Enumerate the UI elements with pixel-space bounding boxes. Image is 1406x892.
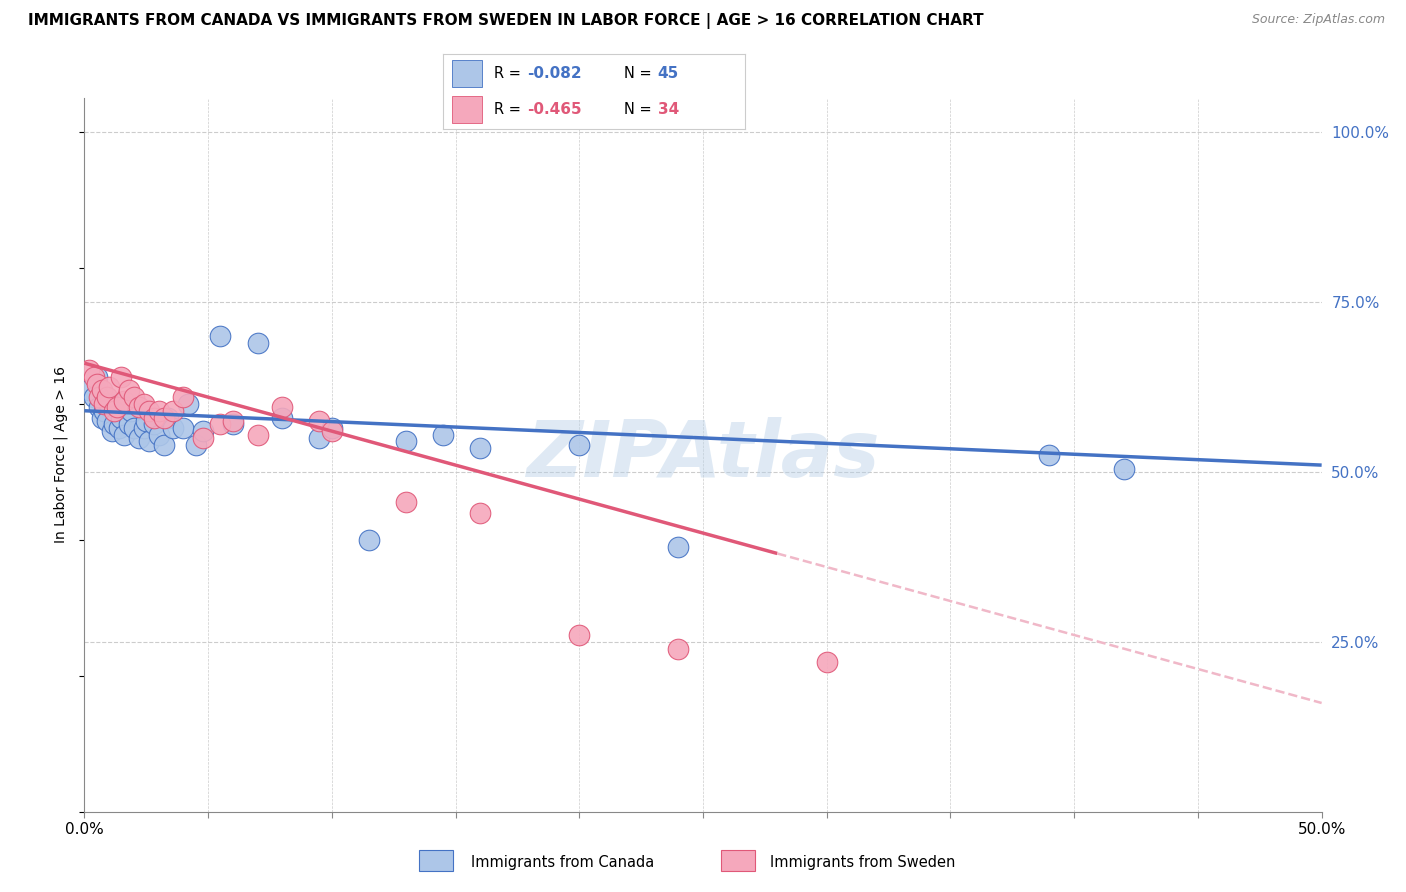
Text: ZIPAtlas: ZIPAtlas <box>526 417 880 493</box>
Point <box>83 390 105 404</box>
Point <box>209 329 232 343</box>
Text: -0.082: -0.082 <box>527 66 582 81</box>
Point <box>177 397 200 411</box>
Point <box>157 410 180 425</box>
Point <box>112 393 135 408</box>
Text: 45: 45 <box>658 66 679 81</box>
Point <box>132 421 155 435</box>
Text: 34: 34 <box>658 102 679 117</box>
Point <box>89 390 111 404</box>
Point <box>148 403 170 417</box>
Point <box>152 410 174 425</box>
Point <box>83 369 105 384</box>
Point <box>321 424 343 438</box>
Point <box>246 335 269 350</box>
Point <box>115 401 138 415</box>
FancyBboxPatch shape <box>451 96 482 122</box>
Text: Immigrants from Sweden: Immigrants from Sweden <box>770 855 956 870</box>
Point <box>321 421 343 435</box>
Point <box>142 417 165 432</box>
Point <box>666 540 689 554</box>
Point <box>118 417 141 432</box>
Point <box>395 434 418 449</box>
Point <box>96 390 118 404</box>
Point <box>568 628 591 642</box>
Point <box>162 421 184 435</box>
Point <box>209 417 232 432</box>
Point <box>122 390 145 404</box>
Text: Immigrants from Canada: Immigrants from Canada <box>471 855 654 870</box>
Point <box>184 438 207 452</box>
Point <box>162 403 184 417</box>
Point <box>128 431 150 445</box>
Point <box>470 506 492 520</box>
Point <box>122 421 145 435</box>
Point <box>110 369 132 384</box>
Point <box>308 431 330 445</box>
Text: Source: ZipAtlas.com: Source: ZipAtlas.com <box>1251 13 1385 27</box>
Point <box>93 397 115 411</box>
Point <box>271 401 294 415</box>
Point <box>1112 461 1135 475</box>
Point <box>96 414 118 428</box>
Y-axis label: In Labor Force | Age > 16: In Labor Force | Age > 16 <box>53 367 69 543</box>
Point <box>815 655 838 669</box>
Point <box>103 417 125 432</box>
Point <box>89 401 111 415</box>
Point <box>105 397 128 411</box>
Point <box>120 403 142 417</box>
Point <box>357 533 380 547</box>
FancyBboxPatch shape <box>721 850 755 871</box>
Point <box>105 401 128 415</box>
Point <box>98 397 121 411</box>
Point <box>135 414 157 428</box>
Point <box>100 424 122 438</box>
Point <box>86 376 108 391</box>
Point <box>142 410 165 425</box>
Point <box>112 427 135 442</box>
Point <box>86 369 108 384</box>
Point <box>79 363 101 377</box>
Point <box>138 403 160 417</box>
Point <box>132 397 155 411</box>
Point <box>148 427 170 442</box>
Point <box>128 401 150 415</box>
Text: IMMIGRANTS FROM CANADA VS IMMIGRANTS FROM SWEDEN IN LABOR FORCE | AGE > 16 CORRE: IMMIGRANTS FROM CANADA VS IMMIGRANTS FRO… <box>28 13 984 29</box>
Point <box>108 421 131 435</box>
FancyBboxPatch shape <box>451 61 482 87</box>
Point <box>103 403 125 417</box>
Point <box>222 414 245 428</box>
Point <box>666 641 689 656</box>
Point <box>152 438 174 452</box>
Point <box>98 380 121 394</box>
Text: N =: N = <box>624 66 657 81</box>
Point <box>90 410 112 425</box>
Point <box>568 438 591 452</box>
Point <box>470 441 492 455</box>
Point <box>191 424 214 438</box>
FancyBboxPatch shape <box>419 850 453 871</box>
Text: N =: N = <box>624 102 657 117</box>
Point <box>118 384 141 398</box>
Point <box>93 403 115 417</box>
Point <box>191 431 214 445</box>
Point <box>432 427 454 442</box>
Point <box>395 495 418 509</box>
Point <box>138 434 160 449</box>
Point <box>246 427 269 442</box>
Text: R =: R = <box>495 102 526 117</box>
Text: R =: R = <box>495 66 526 81</box>
Point <box>1038 448 1060 462</box>
Point <box>172 390 194 404</box>
Point <box>90 384 112 398</box>
Point <box>172 421 194 435</box>
Point <box>222 417 245 432</box>
Point <box>308 414 330 428</box>
Point <box>79 384 101 398</box>
Text: -0.465: -0.465 <box>527 102 582 117</box>
Point <box>110 410 132 425</box>
Point <box>271 410 294 425</box>
